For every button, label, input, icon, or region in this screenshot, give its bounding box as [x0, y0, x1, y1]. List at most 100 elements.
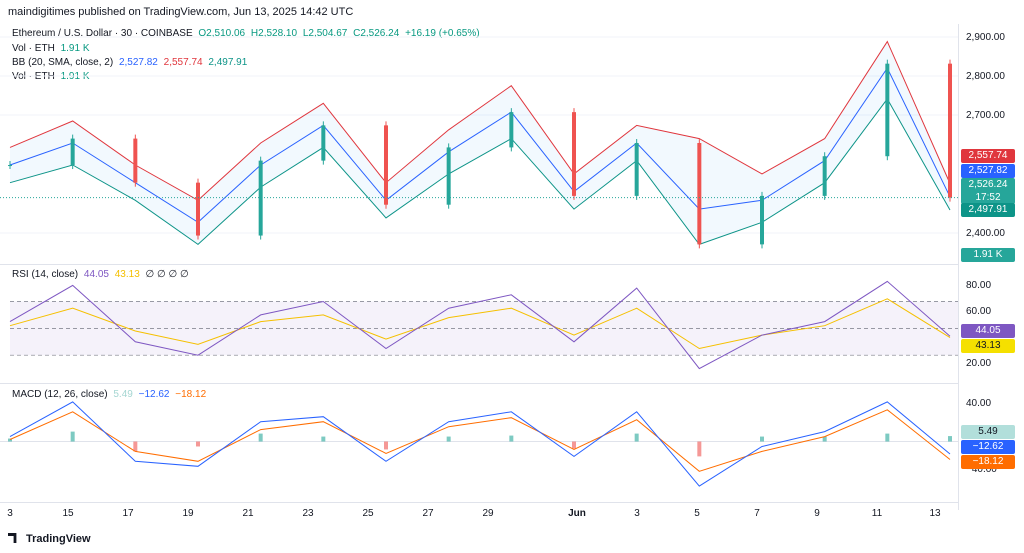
- macd-signal-tag: −18.12: [961, 455, 1015, 469]
- rsi-tick: 80.00: [966, 280, 992, 291]
- low-value: L2,504.67: [302, 28, 348, 39]
- macd-tick: −40.00: [966, 464, 997, 475]
- volume-legend[interactable]: Vol · ETH 1.91 K: [12, 43, 93, 54]
- symbol-label[interactable]: Ethereum / U.S. Dollar · 30 · COINBASE: [12, 28, 193, 39]
- macd-hist-tag: 5.49: [961, 425, 1015, 439]
- macd-histogram-bar: [446, 436, 451, 442]
- rsi-legend[interactable]: RSI (14, close) 44.05 43.13 ∅ ∅ ∅ ∅: [12, 269, 192, 280]
- candle-body: [948, 63, 952, 198]
- macd-histogram-bar: [572, 441, 576, 449]
- macd-line: [9, 401, 951, 487]
- candle-body: [70, 138, 75, 166]
- candle-body: [258, 160, 263, 236]
- macd-histogram-bar: [384, 441, 388, 450]
- macd-histogram-bar: [948, 436, 952, 442]
- candle-body: [321, 125, 326, 161]
- bb-up-value: 2,557.74: [163, 57, 203, 68]
- tradingview-logo[interactable]: TradingView: [8, 533, 91, 545]
- candle-body: [509, 112, 514, 148]
- rsi-ma-tag: 43.13: [961, 339, 1015, 353]
- macd-hist-value: 5.49: [113, 389, 133, 400]
- rsi-ma-line: [9, 298, 951, 350]
- candle-body: [822, 156, 827, 196]
- macd-histogram-bar: [196, 441, 200, 447]
- price-legend: Ethereum / U.S. Dollar · 30 · COINBASE O…: [12, 28, 483, 39]
- bb-basis-tag: 2,527.82: [961, 164, 1015, 178]
- candle-body: [8, 165, 12, 167]
- macd-label: MACD (12, 26, close): [12, 389, 108, 400]
- volume-value: 1.91 K: [60, 43, 90, 54]
- rsi-tag: 44.05: [961, 324, 1015, 338]
- macd-histogram-bar: [697, 441, 702, 457]
- bb-lower-tag: 2,497.91: [961, 203, 1015, 217]
- rsi-band-fill: [10, 301, 958, 356]
- bb-mid-value: 2,527.82: [118, 57, 158, 68]
- rsi-tick: 60.00: [966, 306, 992, 317]
- candle-body: [133, 138, 138, 183]
- publisher-line: maindigitimes published on TradingView.c…: [8, 6, 354, 18]
- price-tick: 2,900.00: [966, 32, 1005, 43]
- bb-band-fill: [10, 41, 950, 245]
- macd-histogram-bar: [822, 436, 827, 442]
- high-value: H2,528.10: [250, 28, 298, 39]
- last-price-tag: 2,526.24 17:52: [961, 178, 1015, 204]
- bb-lo-value: 2,497.91: [208, 57, 248, 68]
- macd-histogram-bar: [760, 436, 764, 442]
- candle-body: [885, 63, 890, 157]
- macd-line-tag: −12.62: [961, 440, 1015, 454]
- time-tick: 3: [634, 508, 640, 519]
- macd-histogram-bar: [8, 438, 12, 442]
- candle-body: [196, 182, 200, 236]
- bb-upper-tag: 2,557.74: [961, 149, 1015, 163]
- pane-divider[interactable]: [0, 264, 958, 265]
- price-scale-border: [958, 24, 959, 510]
- macd-tick: 40.00: [966, 398, 992, 409]
- brand-name: TradingView: [26, 533, 91, 545]
- bb-label: BB (20, SMA, close, 2): [12, 57, 114, 68]
- candle-body: [384, 125, 388, 205]
- bb-basis-line: [9, 67, 951, 223]
- tradingview-icon: [8, 533, 17, 543]
- bb-lower-line: [9, 97, 951, 246]
- time-tick: 5: [694, 508, 700, 519]
- time-tick: 9: [814, 508, 820, 519]
- time-axis-border: [0, 502, 958, 503]
- time-tick: 27: [422, 508, 434, 519]
- macd-signal-value: −18.12: [175, 389, 207, 400]
- macd-legend[interactable]: MACD (12, 26, close) 5.49 −12.62 −18.12: [12, 389, 209, 400]
- rsi-value: 44.05: [83, 269, 109, 280]
- time-tick: 11: [871, 508, 883, 519]
- rsi-line: [9, 280, 951, 370]
- macd-signal-line: [9, 409, 951, 472]
- macd-histogram-bar: [258, 433, 263, 442]
- price-tick: 2,400.00: [966, 228, 1005, 239]
- candle-body: [446, 147, 451, 205]
- time-tick: 23: [302, 508, 314, 519]
- time-tick: 19: [182, 508, 194, 519]
- time-tick: 21: [242, 508, 254, 519]
- macd-line-value: −12.62: [138, 389, 170, 400]
- close-value: C2,526.24: [353, 28, 400, 39]
- rsi-ma-value: 43.13: [114, 269, 140, 280]
- volume-label: Vol · ETH: [12, 43, 55, 54]
- bb-upper-line: [9, 40, 951, 201]
- candle-body: [572, 112, 576, 196]
- macd-histogram-bar: [634, 433, 639, 442]
- rsi-label: RSI (14, close): [12, 269, 79, 280]
- candle-body: [760, 195, 764, 245]
- time-tick: 3: [7, 508, 13, 519]
- time-tick: Jun: [568, 508, 586, 519]
- chart-canvas[interactable]: [0, 0, 958, 510]
- rsi-tick: 20.00: [966, 358, 992, 369]
- time-tick: 25: [362, 508, 374, 519]
- macd-histogram-bar: [70, 431, 75, 442]
- price-tick: 2,800.00: [966, 71, 1005, 82]
- bb-legend[interactable]: BB (20, SMA, close, 2) 2,527.82 2,557.74…: [12, 57, 250, 68]
- time-tick: 17: [122, 508, 134, 519]
- rsi-empty-values: ∅ ∅ ∅ ∅: [145, 269, 189, 280]
- time-tick: 13: [929, 508, 941, 519]
- macd-histogram-bar: [885, 433, 890, 442]
- pane-divider[interactable]: [0, 383, 958, 384]
- bar-timer: 17:52: [975, 192, 1001, 203]
- change-value: +16.19 (+0.65%): [405, 28, 480, 39]
